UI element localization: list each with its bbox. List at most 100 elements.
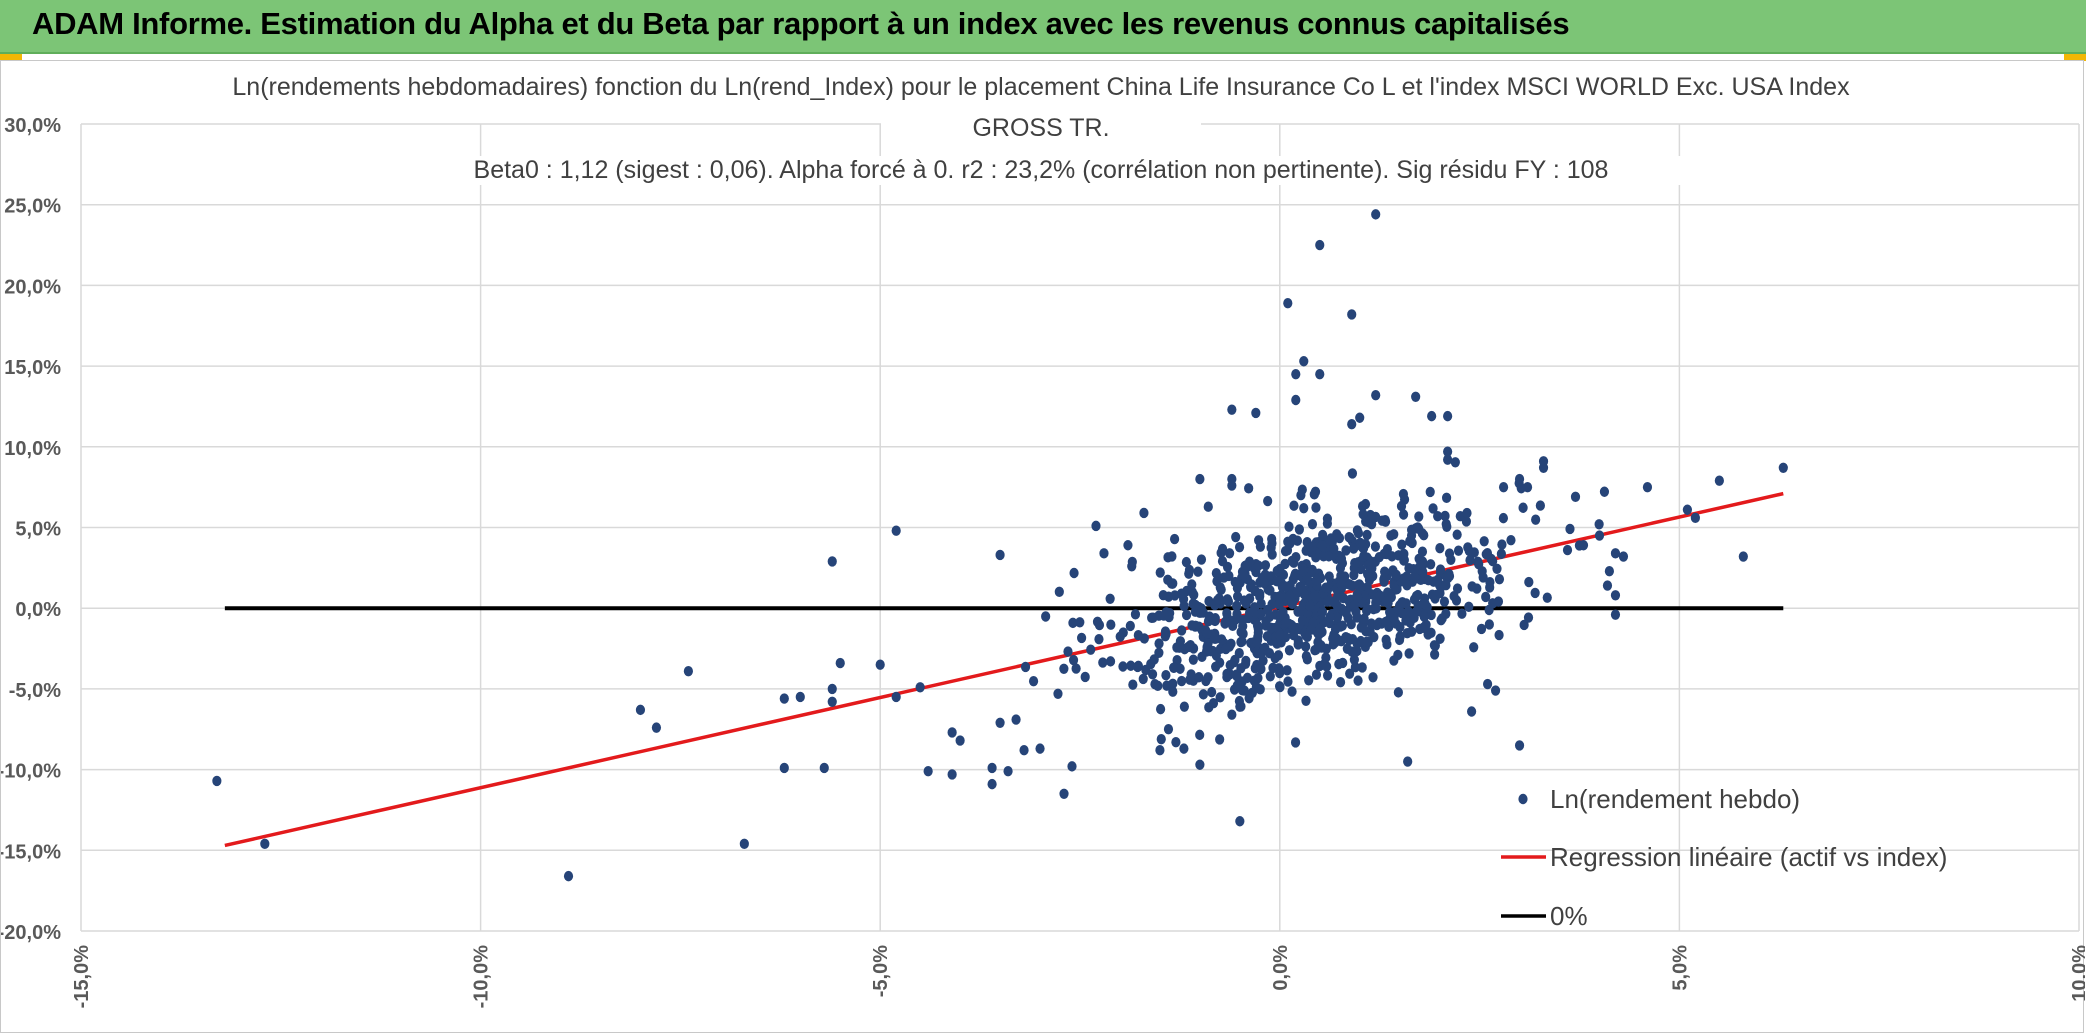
point-layer bbox=[212, 209, 1788, 882]
data-point bbox=[1174, 642, 1184, 653]
data-point bbox=[1610, 609, 1621, 620]
data-point bbox=[1181, 556, 1191, 568]
data-point bbox=[1479, 536, 1489, 547]
data-point bbox=[1618, 551, 1629, 562]
data-point bbox=[1310, 644, 1320, 656]
data-point bbox=[1280, 581, 1290, 592]
data-point bbox=[1472, 583, 1482, 594]
data-point bbox=[1193, 566, 1203, 577]
data-point bbox=[1496, 548, 1506, 560]
data-point bbox=[1209, 633, 1220, 644]
data-point bbox=[1419, 611, 1429, 623]
data-point bbox=[1343, 612, 1353, 624]
data-point bbox=[1059, 788, 1069, 800]
data-point bbox=[1041, 611, 1051, 622]
data-point bbox=[1171, 736, 1181, 748]
data-point bbox=[1188, 654, 1198, 665]
data-point bbox=[1322, 670, 1333, 681]
data-point bbox=[1297, 615, 1308, 626]
data-point bbox=[1296, 489, 1306, 501]
data-point bbox=[1139, 507, 1149, 519]
data-point bbox=[1506, 534, 1516, 546]
data-point bbox=[1449, 590, 1459, 602]
data-point bbox=[1232, 680, 1242, 691]
data-point bbox=[1360, 498, 1371, 510]
data-point bbox=[1428, 503, 1438, 514]
data-point bbox=[1367, 518, 1377, 530]
data-point bbox=[1149, 654, 1159, 665]
data-point bbox=[1474, 559, 1484, 570]
data-point bbox=[1250, 663, 1260, 674]
data-point bbox=[1419, 622, 1429, 633]
data-point bbox=[1738, 551, 1748, 562]
data-point bbox=[875, 659, 885, 670]
data-point bbox=[1274, 663, 1284, 674]
data-point bbox=[1604, 566, 1614, 577]
data-point bbox=[1264, 647, 1275, 659]
data-point bbox=[1351, 606, 1361, 617]
data-point bbox=[1080, 671, 1090, 683]
data-point bbox=[1289, 500, 1299, 511]
data-point bbox=[1531, 514, 1541, 525]
data-point bbox=[1283, 676, 1293, 687]
data-point bbox=[1177, 675, 1187, 687]
data-point bbox=[1294, 524, 1305, 535]
data-point bbox=[1379, 566, 1390, 577]
data-point bbox=[1232, 591, 1243, 602]
data-point bbox=[1240, 560, 1250, 572]
data-point bbox=[1169, 662, 1179, 673]
data-point bbox=[1401, 615, 1411, 626]
data-point bbox=[1154, 638, 1164, 649]
data-point bbox=[1562, 544, 1573, 556]
data-point bbox=[987, 762, 997, 774]
data-point bbox=[212, 775, 222, 787]
data-point bbox=[1276, 609, 1286, 620]
legend-label: Ln(rendement hebdo) bbox=[1550, 784, 1800, 814]
data-point bbox=[1176, 588, 1187, 599]
line-layer bbox=[224, 491, 1784, 848]
data-point bbox=[1435, 564, 1446, 575]
data-point bbox=[1167, 551, 1177, 562]
data-point bbox=[1238, 628, 1248, 640]
data-point bbox=[1411, 391, 1421, 402]
data-point bbox=[1440, 510, 1450, 522]
data-point bbox=[1169, 533, 1180, 545]
data-point bbox=[1381, 634, 1391, 646]
data-point bbox=[1202, 628, 1212, 639]
x-tick-label: -15,0% bbox=[71, 945, 93, 1009]
data-point bbox=[1262, 631, 1272, 642]
data-point bbox=[1398, 509, 1409, 520]
data-point bbox=[1253, 672, 1263, 684]
data-point bbox=[1682, 504, 1692, 515]
data-point bbox=[1362, 636, 1372, 647]
data-point bbox=[1321, 643, 1331, 654]
data-point bbox=[1301, 641, 1311, 652]
regression-line bbox=[224, 491, 1784, 848]
data-point bbox=[1410, 571, 1420, 583]
data-point bbox=[1059, 663, 1069, 674]
data-point bbox=[1519, 619, 1529, 631]
data-point bbox=[1254, 535, 1264, 546]
data-point bbox=[1227, 709, 1237, 720]
data-point bbox=[1067, 761, 1077, 772]
data-point bbox=[1602, 580, 1613, 591]
data-point bbox=[1155, 703, 1166, 715]
data-point bbox=[1570, 491, 1581, 503]
data-point bbox=[1130, 609, 1141, 620]
data-point bbox=[1289, 557, 1299, 568]
data-point bbox=[1413, 589, 1423, 601]
data-point bbox=[1404, 648, 1414, 659]
data-point bbox=[1311, 669, 1322, 680]
data-point bbox=[1389, 655, 1399, 666]
data-point bbox=[1126, 660, 1136, 671]
data-point bbox=[1290, 737, 1301, 748]
data-point bbox=[1299, 502, 1309, 514]
data-point bbox=[1301, 695, 1311, 706]
data-point bbox=[827, 696, 837, 708]
data-point bbox=[1347, 309, 1357, 320]
data-point bbox=[1379, 576, 1389, 587]
data-point bbox=[1077, 632, 1087, 644]
data-point bbox=[1565, 523, 1575, 535]
data-point bbox=[1594, 519, 1604, 530]
data-point bbox=[1488, 598, 1498, 609]
